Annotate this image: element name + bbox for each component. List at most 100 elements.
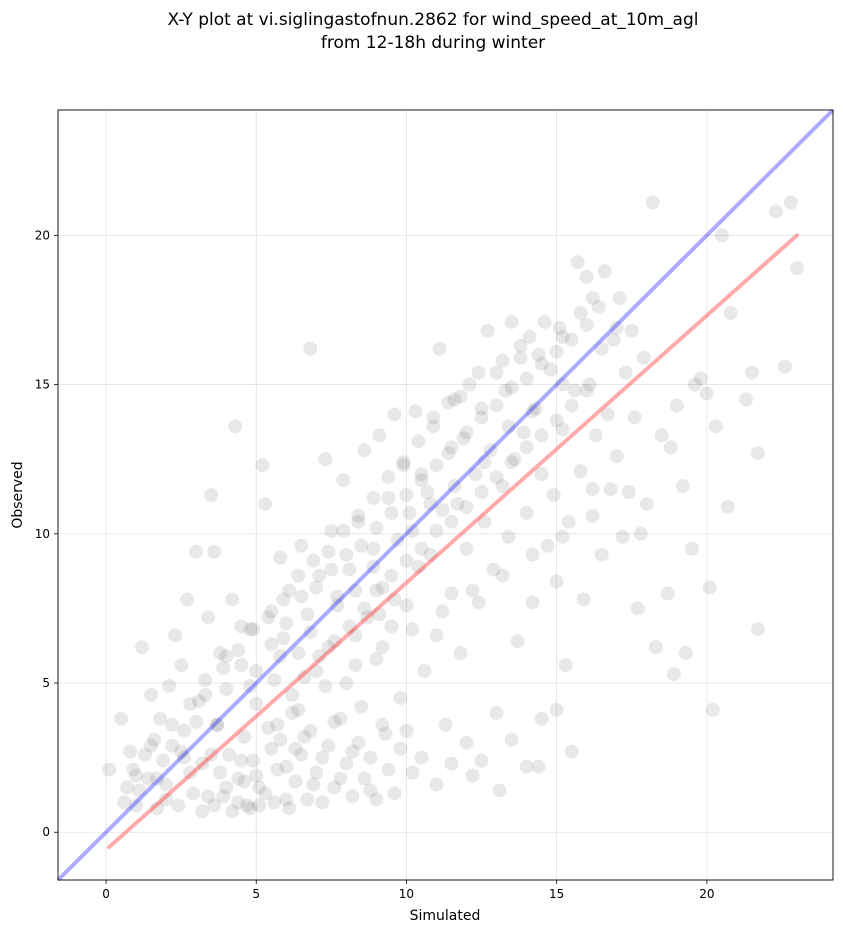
- data-point-27: [192, 693, 207, 708]
- data-point-52: [267, 673, 282, 688]
- data-point-329: [183, 696, 198, 711]
- data-point-218: [267, 795, 282, 810]
- data-point-132: [507, 452, 522, 467]
- data-point-301: [471, 365, 486, 380]
- axis-ticks: 0 5 10 15 20 0 5 10 15 20: [35, 228, 715, 901]
- data-point-192: [708, 419, 723, 434]
- data-point-81: [354, 699, 369, 714]
- data-point-21: [174, 658, 189, 673]
- data-point-254: [159, 777, 174, 792]
- reference-lines: [56, 108, 835, 882]
- data-point-335: [276, 592, 291, 607]
- data-point-210: [231, 795, 246, 810]
- data-point-226: [309, 765, 324, 780]
- data-point-267: [354, 538, 369, 553]
- data-point-22: [177, 723, 192, 738]
- data-point-42: [237, 729, 252, 744]
- data-point-99: [408, 404, 423, 419]
- plot-frame: [57, 109, 834, 881]
- data-point-117: [462, 377, 477, 392]
- data-point-350: [477, 455, 492, 470]
- data-point-334: [261, 610, 276, 625]
- data-point-200: [768, 204, 783, 219]
- data-point-242: [414, 750, 429, 765]
- data-point-170: [621, 485, 636, 500]
- data-point-115: [456, 431, 471, 446]
- data-point-160: [591, 299, 606, 314]
- data-point-268: [369, 520, 384, 535]
- data-point-351: [501, 419, 516, 434]
- x-axis-label: Simulated: [410, 908, 481, 924]
- identity-line: [56, 108, 835, 882]
- data-point-6: [129, 798, 144, 813]
- data-point-258: [219, 649, 234, 664]
- data-point-83: [360, 610, 375, 625]
- data-point-106: [429, 628, 444, 643]
- data-point-286: [384, 568, 399, 583]
- data-point-147: [552, 320, 567, 335]
- data-point-306: [585, 291, 600, 306]
- data-point-347: [405, 523, 420, 538]
- data-point-239: [387, 786, 402, 801]
- data-point-51: [264, 604, 279, 619]
- data-point-318: [318, 679, 333, 694]
- data-point-68: [315, 750, 330, 765]
- data-point-53: [270, 762, 285, 777]
- data-point-287: [399, 553, 414, 568]
- data-point-278: [519, 371, 534, 386]
- data-point-113: [450, 496, 465, 511]
- data-point-217: [264, 741, 279, 756]
- data-point-236: [369, 792, 384, 807]
- data-point-7: [132, 783, 147, 798]
- data-point-190: [702, 580, 717, 595]
- data-point-215: [252, 798, 267, 813]
- data-point-110: [441, 446, 456, 461]
- data-point-281: [564, 332, 579, 347]
- data-point-164: [603, 482, 618, 497]
- data-point-54: [273, 550, 288, 565]
- data-point-122: [477, 514, 492, 529]
- data-point-46: [249, 696, 264, 711]
- data-point-295: [519, 440, 534, 455]
- data-point-326: [555, 529, 570, 544]
- data-point-213: [243, 801, 258, 816]
- data-point-5: [126, 762, 141, 777]
- data-point-362: [150, 771, 165, 786]
- data-point-310: [312, 649, 327, 664]
- data-point-17: [162, 679, 177, 694]
- data-point-336: [291, 568, 306, 583]
- data-point-171: [624, 323, 639, 338]
- data-point-189: [699, 386, 714, 401]
- data-point-121: [474, 401, 489, 416]
- data-point-282: [579, 317, 594, 332]
- data-point-203: [789, 261, 804, 276]
- data-point-85: [366, 541, 381, 556]
- data-point-223: [294, 747, 309, 762]
- data-point-128: [495, 479, 510, 494]
- data-point-29: [198, 673, 213, 688]
- data-point-142: [537, 314, 552, 329]
- data-point-184: [675, 479, 690, 494]
- data-point-293: [489, 470, 504, 485]
- data-point-169: [618, 365, 633, 380]
- data-point-220: [279, 759, 294, 774]
- data-point-238: [381, 762, 396, 777]
- data-point-168: [615, 529, 630, 544]
- data-point-342: [381, 470, 396, 485]
- data-point-95: [396, 458, 411, 473]
- data-point-74: [333, 771, 348, 786]
- data-point-294: [504, 455, 519, 470]
- data-point-324: [495, 568, 510, 583]
- data-point-18: [165, 738, 180, 753]
- data-point-15: [156, 753, 171, 768]
- data-point-45: [246, 753, 261, 768]
- data-point-201: [777, 359, 792, 374]
- data-point-308: [285, 687, 300, 702]
- data-point-283: [594, 341, 609, 356]
- data-point-196: [738, 392, 753, 407]
- data-point-225: [303, 723, 318, 738]
- data-point-199: [750, 622, 765, 637]
- regression-line: [107, 233, 799, 850]
- data-point-102: [417, 664, 432, 679]
- data-point-66: [309, 664, 324, 679]
